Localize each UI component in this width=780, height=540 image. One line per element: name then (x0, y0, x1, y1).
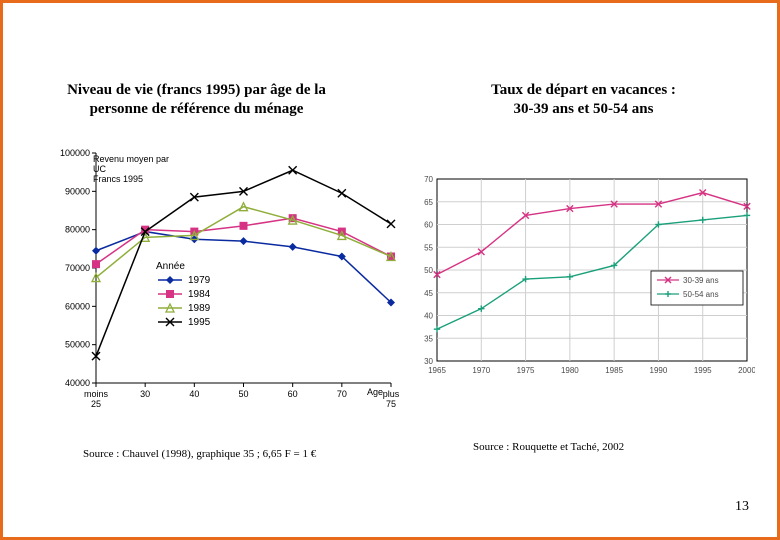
svg-text:plus: plus (383, 389, 400, 399)
source-right: Source : Rouquette et Taché, 2002 (473, 441, 753, 453)
source-left: Source : Chauvel (1998), graphique 35 ; … (83, 448, 403, 460)
svg-text:75: 75 (386, 399, 396, 409)
svg-text:Francs 1995: Francs 1995 (93, 174, 143, 184)
svg-text:100000: 100000 (60, 148, 90, 158)
title-left-line1: Niveau de vie (francs 1995) par âge de l… (67, 82, 326, 98)
svg-text:45: 45 (424, 289, 433, 298)
svg-text:moins: moins (84, 389, 109, 399)
svg-text:60000: 60000 (65, 301, 90, 311)
svg-text:UC: UC (93, 164, 106, 174)
page-number: 13 (735, 499, 749, 515)
svg-text:1985: 1985 (605, 366, 623, 375)
svg-text:70: 70 (337, 389, 347, 399)
svg-text:1995: 1995 (188, 317, 211, 328)
svg-text:1965: 1965 (428, 366, 446, 375)
svg-text:50: 50 (424, 266, 433, 275)
svg-text:1980: 1980 (561, 366, 579, 375)
svg-text:50000: 50000 (65, 340, 90, 350)
title-right: Taux de départ en vacances : 30-39 ans e… (390, 81, 777, 119)
svg-text:Age: Age (367, 387, 383, 397)
chart-right-container: 30 35 40 45 50 55 60 65 70 1965 1970 1975 1980 1985 19… (409, 171, 755, 383)
title-right-line1: Taux de départ en vacances : (491, 82, 676, 98)
chart-left: 40000 50000 60000 70000 80000 90000 100000 moin… (41, 143, 401, 423)
svg-text:2000: 2000 (738, 366, 755, 375)
svg-text:1984: 1984 (188, 289, 211, 300)
svg-text:70: 70 (424, 175, 433, 184)
svg-text:1979: 1979 (188, 275, 211, 286)
titles-row: Niveau de vie (francs 1995) par âge de l… (3, 81, 777, 119)
svg-text:70000: 70000 (65, 263, 90, 273)
svg-text:60: 60 (288, 389, 298, 399)
svg-text:1975: 1975 (517, 366, 535, 375)
chart-left-container: 40000 50000 60000 70000 80000 90000 100000 moin… (41, 143, 401, 423)
slide-frame: Niveau de vie (francs 1995) par âge de l… (0, 0, 780, 540)
svg-text:40: 40 (189, 389, 199, 399)
svg-text:65: 65 (424, 198, 433, 207)
svg-text:40000: 40000 (65, 378, 90, 388)
svg-text:50-54 ans: 50-54 ans (683, 290, 719, 299)
svg-text:40: 40 (424, 312, 433, 321)
svg-text:35: 35 (424, 334, 433, 343)
svg-text:30: 30 (424, 357, 433, 366)
title-left: Niveau de vie (francs 1995) par âge de l… (3, 81, 390, 119)
svg-text:30: 30 (140, 389, 150, 399)
svg-text:50: 50 (238, 389, 248, 399)
svg-text:1990: 1990 (650, 366, 668, 375)
svg-text:90000: 90000 (65, 186, 90, 196)
svg-text:1989: 1989 (188, 303, 211, 314)
title-right-line2: 30-39 ans et 50-54 ans (513, 101, 653, 117)
svg-text:80000: 80000 (65, 225, 90, 235)
svg-text:25: 25 (91, 399, 101, 409)
svg-text:Revenu moyen par: Revenu moyen par (93, 154, 169, 164)
svg-text:1995: 1995 (694, 366, 712, 375)
svg-text:1970: 1970 (472, 366, 490, 375)
svg-text:60: 60 (424, 221, 433, 230)
title-left-line2: personne de référence du ménage (90, 101, 304, 117)
chart-right: 30 35 40 45 50 55 60 65 70 1965 1970 1975 1980 1985 19… (409, 171, 755, 383)
svg-text:30-39 ans: 30-39 ans (683, 276, 719, 285)
svg-text:Année: Année (156, 261, 185, 272)
svg-text:55: 55 (424, 243, 433, 252)
